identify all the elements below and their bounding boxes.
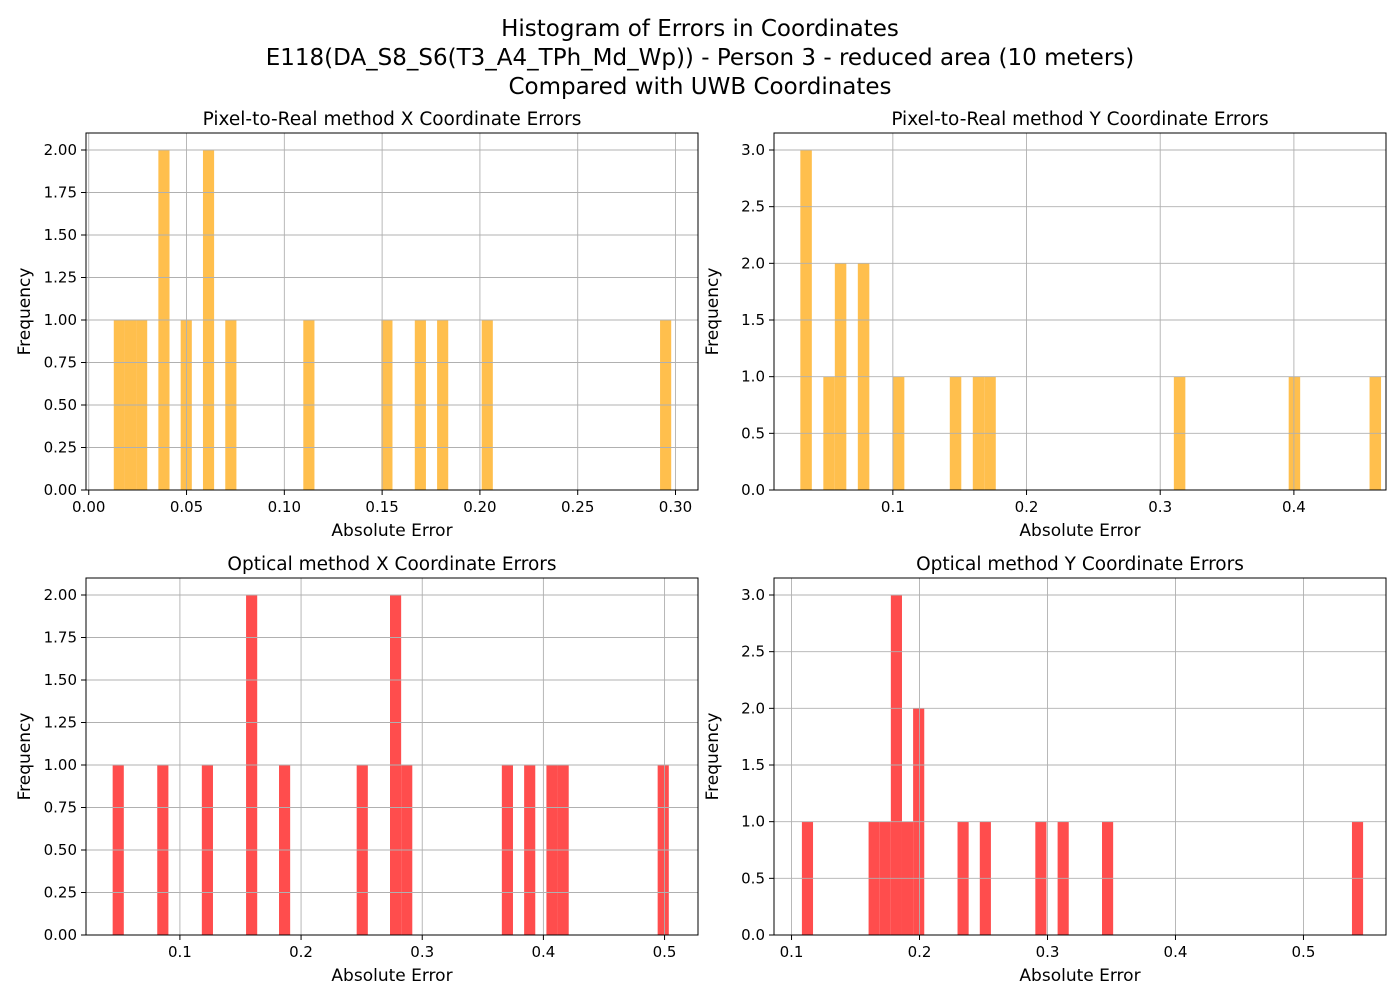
y-tick-label: 1.5 xyxy=(741,311,765,329)
x-tick-label: 0.5 xyxy=(653,943,677,961)
y-axis-label: Frequency xyxy=(703,713,723,801)
y-tick-label: 0.5 xyxy=(741,869,765,887)
x-axis-label: Absolute Error xyxy=(1019,521,1140,541)
x-tick-label: 0.3 xyxy=(410,943,434,961)
x-tick-label: 0.4 xyxy=(531,943,555,961)
y-tick-label: 0.25 xyxy=(44,439,77,457)
histogram-panel-1: 0.00 0.05 0.10 0.15 0.20 0.25 0.30 0.00 0.25 0.50… xyxy=(15,109,699,541)
x-axis-label: Absolute Error xyxy=(1019,966,1140,986)
y-tick-label: 1.50 xyxy=(44,671,77,689)
y-tick-label: 0.50 xyxy=(44,841,77,859)
figure-title-line-2: E118(DA_S8_S6(T3_A4_TPh_Md_Wp)) - Person… xyxy=(265,45,1135,71)
y-tick-label: 0.0 xyxy=(741,926,765,944)
x-tick-label: 0.2 xyxy=(908,943,932,961)
x-tick-label: 0.00 xyxy=(72,498,105,516)
x-tick-label: 0.30 xyxy=(659,498,692,516)
y-tick-label: 0.0 xyxy=(741,481,765,499)
y-tick-label: 0.25 xyxy=(44,884,77,902)
x-tick-label: 0.20 xyxy=(463,498,496,516)
y-tick-label: 2.00 xyxy=(44,141,77,159)
x-tick-label: 0.25 xyxy=(561,498,594,516)
x-tick-label: 0.3 xyxy=(1148,498,1172,516)
panel-title: Pixel-to-Real method Y Coordinate Errors xyxy=(891,109,1268,130)
axes-frame xyxy=(773,577,1387,936)
y-axis-label: Frequency xyxy=(703,268,723,356)
y-axis-label: Frequency xyxy=(15,713,35,801)
y-tick-label: 2.0 xyxy=(741,699,765,717)
y-tick-label: 1.75 xyxy=(44,629,77,647)
panel-title: Pixel-to-Real method X Coordinate Errors xyxy=(203,109,582,130)
y-tick-label: 1.75 xyxy=(44,184,77,202)
y-tick-label: 0.75 xyxy=(44,799,77,817)
axes-frame xyxy=(85,132,699,491)
y-tick-label: 0.50 xyxy=(44,396,77,414)
y-tick-label: 2.00 xyxy=(44,586,77,604)
y-tick-label: 2.5 xyxy=(741,643,765,661)
x-tick-label: 0.15 xyxy=(365,498,398,516)
x-tick-label: 0.1 xyxy=(780,943,804,961)
histogram-panel-2: 0.1 0.2 0.3 0.4 0.0 0.5 1.0 1.5 2.0 2.5 3.0 Pixel-t… xyxy=(703,109,1387,541)
panel-title: Optical method X Coordinate Errors xyxy=(227,554,556,575)
x-tick-label: 0.10 xyxy=(268,498,301,516)
y-tick-label: 3.0 xyxy=(741,586,765,604)
x-tick-label: 0.1 xyxy=(881,498,905,516)
y-tick-label: 1.50 xyxy=(44,226,77,244)
x-axis-label: Absolute Error xyxy=(331,966,452,986)
x-tick-label: 0.4 xyxy=(1164,943,1188,961)
x-tick-label: 0.5 xyxy=(1292,943,1316,961)
histogram-panel-3: 0.1 0.2 0.3 0.4 0.5 0.00 0.25 0.50 0.75 1.00 1.25 1… xyxy=(15,554,699,986)
y-tick-label: 1.5 xyxy=(741,756,765,774)
x-tick-label: 0.2 xyxy=(1015,498,1039,516)
y-tick-label: 0.75 xyxy=(44,354,77,372)
y-tick-label: 0.00 xyxy=(44,926,77,944)
y-tick-label: 0.00 xyxy=(44,481,77,499)
axes-frame xyxy=(773,132,1387,491)
y-tick-label: 1.00 xyxy=(44,311,77,329)
panel-title: Optical method Y Coordinate Errors xyxy=(916,554,1244,575)
x-tick-label: 0.1 xyxy=(168,943,192,961)
y-tick-label: 1.25 xyxy=(44,714,77,732)
figure-title-line-3: Compared with UWB Coordinates xyxy=(508,74,892,100)
y-tick-label: 1.00 xyxy=(44,756,77,774)
x-tick-label: 0.2 xyxy=(289,943,313,961)
y-tick-label: 1.25 xyxy=(44,269,77,287)
y-tick-label: 2.5 xyxy=(741,198,765,216)
figure-title-line-1: Histogram of Errors in Coordinates xyxy=(501,16,899,42)
y-tick-label: 1.0 xyxy=(741,368,765,386)
x-axis-label: Absolute Error xyxy=(331,521,452,541)
x-tick-label: 0.4 xyxy=(1282,498,1306,516)
y-tick-label: 3.0 xyxy=(741,141,765,159)
y-tick-label: 2.0 xyxy=(741,254,765,272)
y-axis-label: Frequency xyxy=(15,268,35,356)
y-tick-label: 1.0 xyxy=(741,813,765,831)
histogram-panel-4: 0.1 0.2 0.3 0.4 0.5 0.0 0.5 1.0 1.5 2.0 2.5 3.0 Opti… xyxy=(703,554,1387,986)
y-tick-label: 0.5 xyxy=(741,424,765,442)
x-tick-label: 0.05 xyxy=(170,498,203,516)
figure-title: Histogram of Errors in Coordinates E118(… xyxy=(0,15,1400,102)
axes-frame xyxy=(85,577,699,936)
x-tick-label: 0.3 xyxy=(1036,943,1060,961)
